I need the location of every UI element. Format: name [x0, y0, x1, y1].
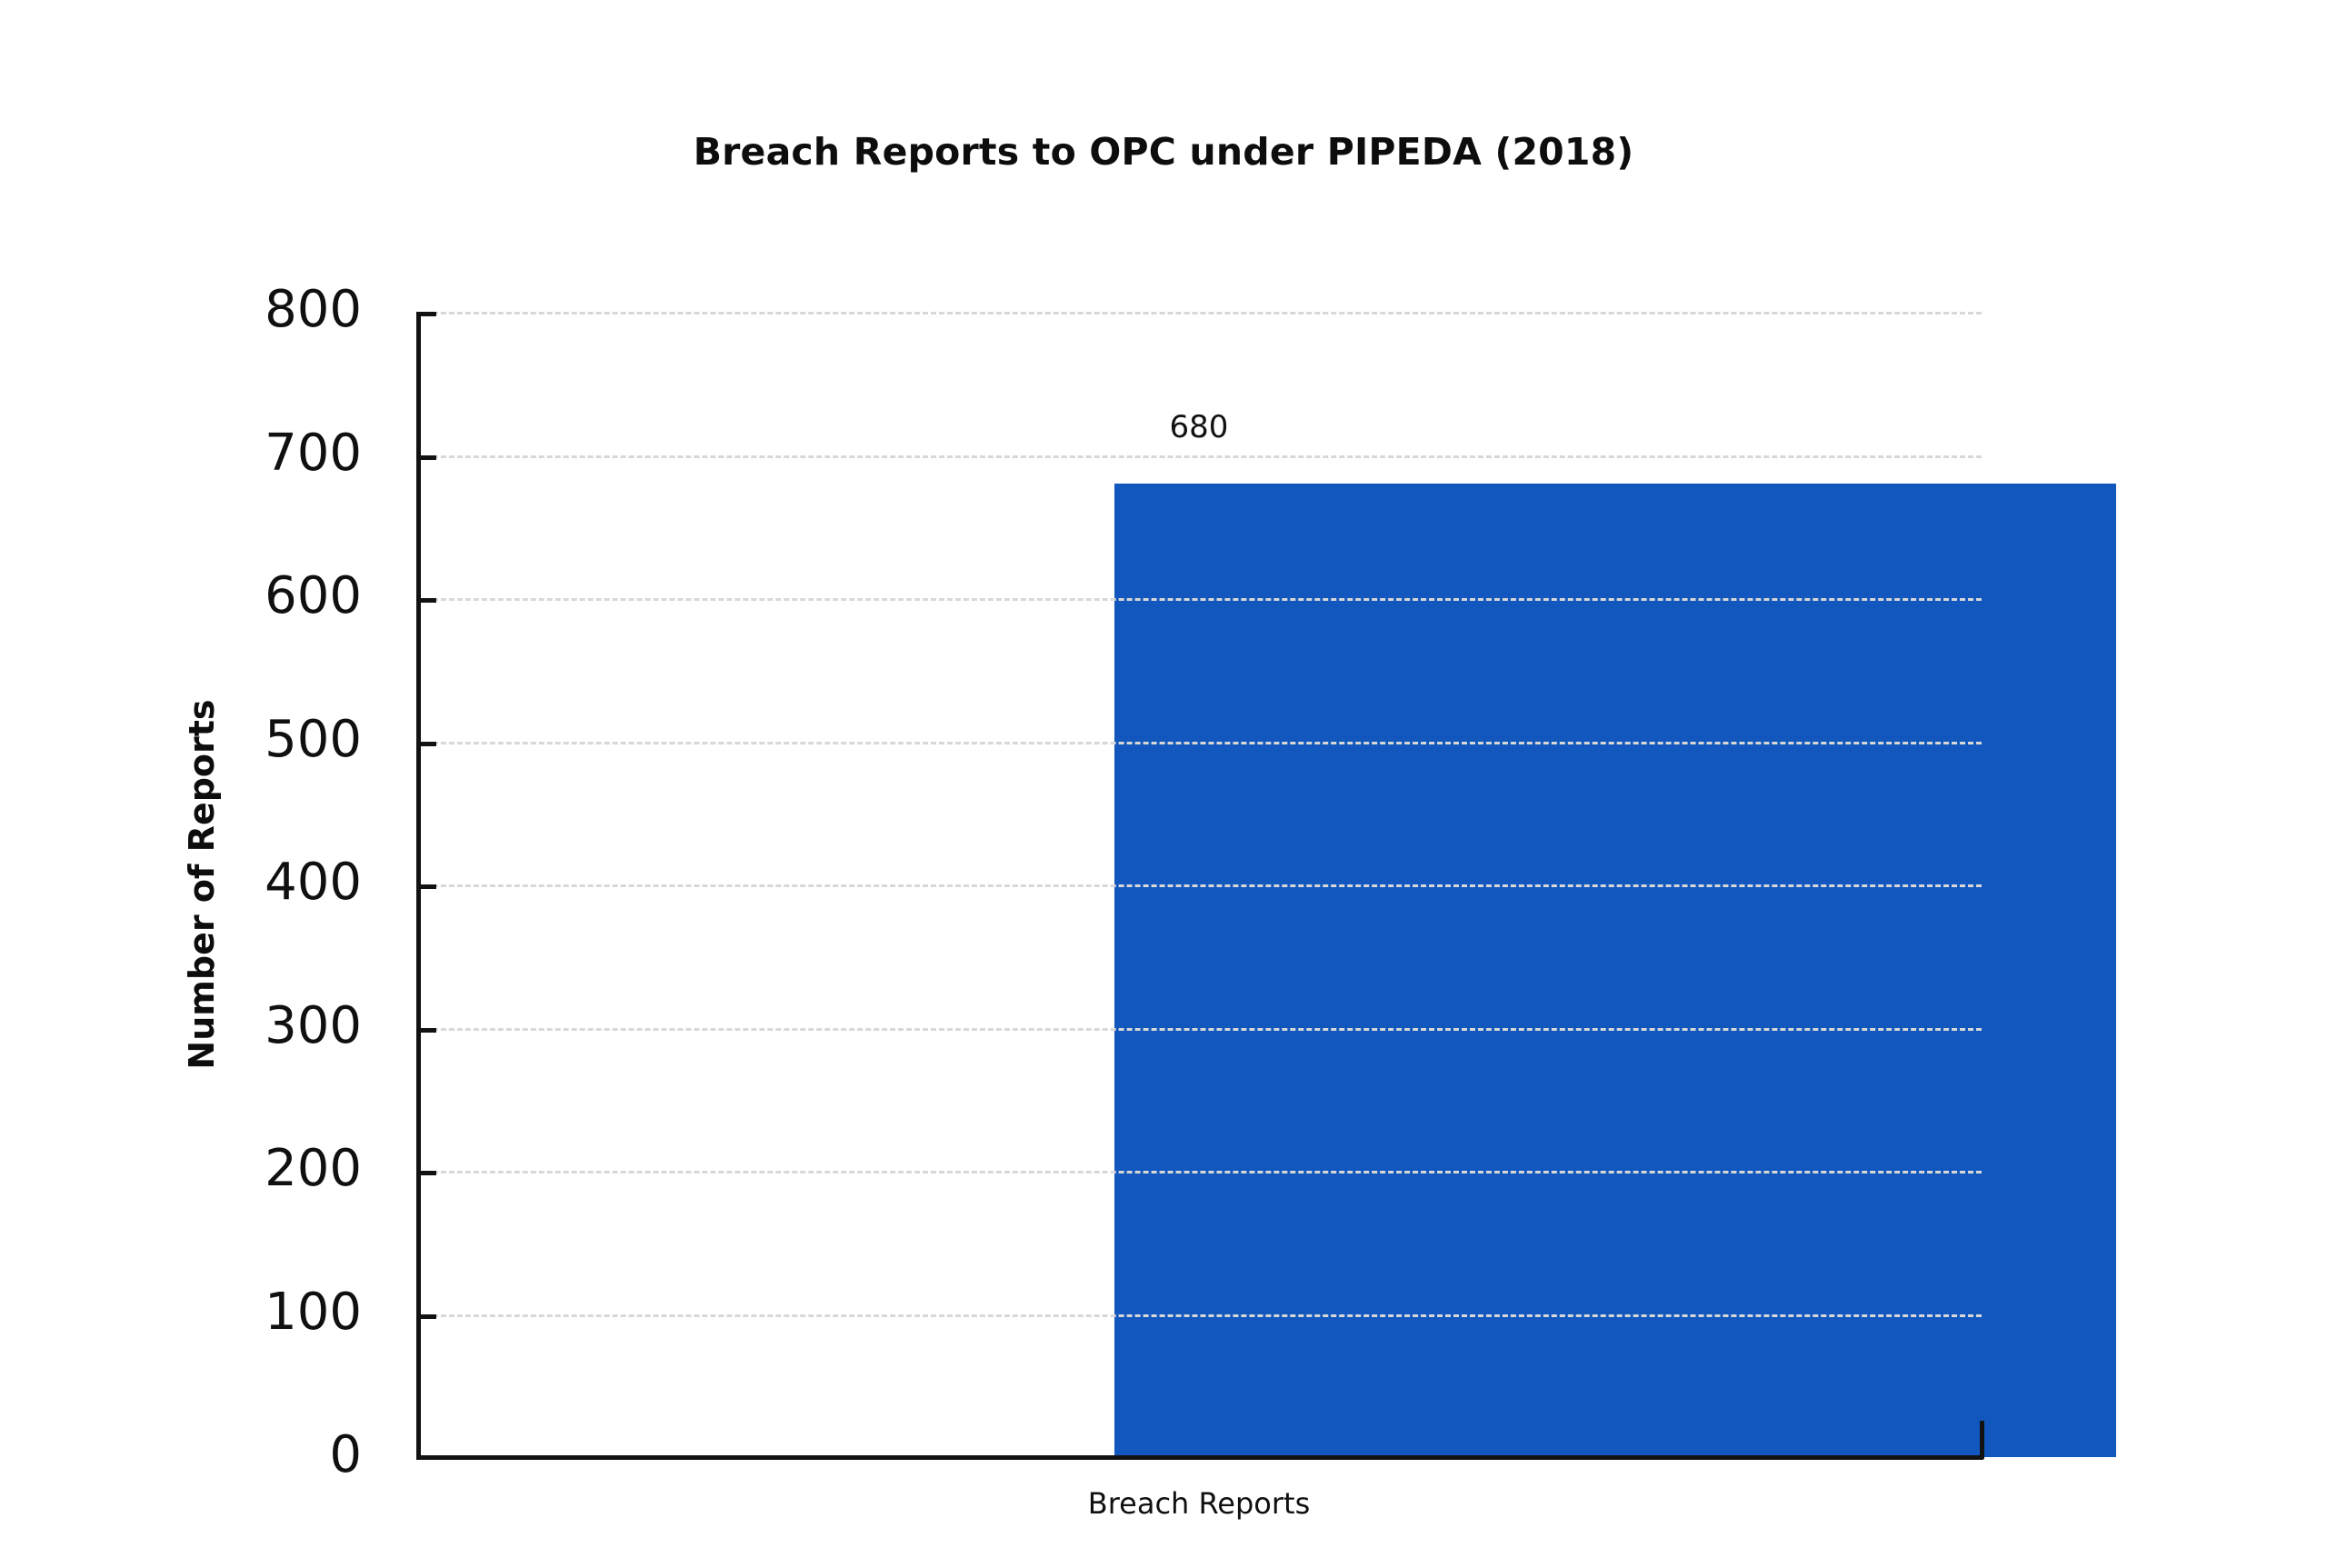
y-tick-200: [416, 1171, 436, 1175]
gridline-200: [416, 1171, 1982, 1174]
y-tick-100: [416, 1313, 436, 1319]
y-tick-label-200: 200: [265, 1139, 362, 1198]
y-tick-800: [416, 312, 436, 316]
gridline-700: [416, 454, 1982, 458]
y-tick-label-0: 0: [329, 1425, 362, 1484]
gridline-400: [416, 884, 1982, 887]
gridline-600: [416, 598, 1982, 601]
y-tick-300: [416, 1027, 436, 1033]
bar-breach-reports[interactable]: [1114, 484, 2116, 1457]
x-axis-end-cap: [1980, 1421, 1984, 1459]
y-axis-spine: [416, 312, 421, 1459]
gridline-300: [416, 1027, 1982, 1031]
y-tick-label-600: 600: [265, 566, 362, 625]
x-tick-label-breach-reports: Breach Reports: [1087, 1486, 1311, 1521]
chart-title: Breach Reports to OPC under PIPEDA (2018…: [693, 130, 1634, 174]
x-axis-spine: [416, 1455, 1983, 1460]
plot-area: [416, 312, 2116, 1457]
y-tick-600: [416, 598, 436, 603]
y-tick-label-500: 500: [265, 709, 362, 769]
bar-value-label: 680: [1169, 409, 1229, 445]
y-tick-label-400: 400: [265, 853, 362, 912]
y-tick-label-800: 800: [265, 280, 362, 339]
y-tick-700: [416, 454, 436, 460]
gridline-100: [416, 1313, 1982, 1317]
y-tick-label-100: 100: [265, 1282, 362, 1342]
y-tick-400: [416, 884, 436, 889]
gridline-500: [416, 741, 1982, 744]
gridline-800: [416, 312, 1982, 315]
y-tick-500: [416, 741, 436, 746]
y-tick-label-700: 700: [265, 423, 362, 483]
y-tick-label-300: 300: [265, 995, 362, 1055]
